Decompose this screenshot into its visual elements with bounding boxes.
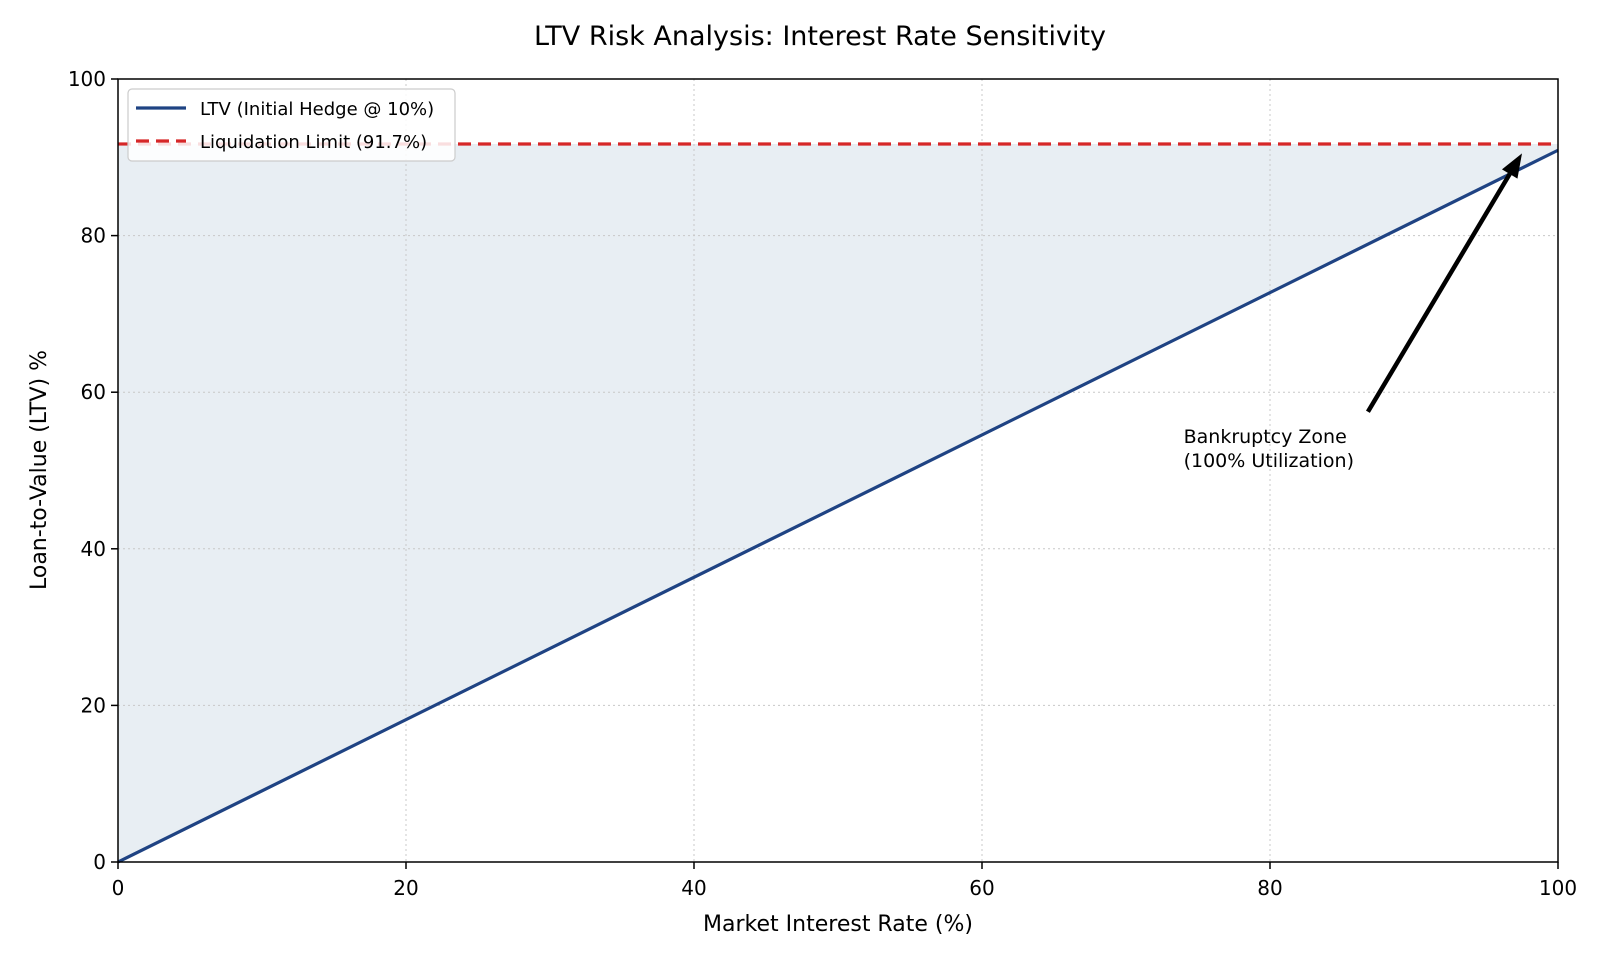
y-tick-label-1: 20 bbox=[81, 693, 106, 717]
chart-title: LTV Risk Analysis: Interest Rate Sensiti… bbox=[534, 21, 1106, 52]
legend-label-0: LTV (Initial Hedge @ 10%) bbox=[200, 99, 434, 120]
x-tick-label-2: 40 bbox=[681, 876, 706, 900]
grid-layer bbox=[118, 79, 1558, 862]
y-axis-label: Loan-to-Value (LTV) % bbox=[27, 350, 52, 590]
series-line-0 bbox=[117, 148, 1559, 864]
y-tick-label-4: 80 bbox=[81, 224, 106, 248]
annotation-layer: Bankruptcy Zone(100% Utilization) bbox=[1184, 153, 1522, 472]
annotation-arrow-head-0 bbox=[1501, 153, 1522, 179]
legend-box bbox=[127, 88, 456, 162]
legend-label-1: Liquidation Limit (91.7%) bbox=[200, 132, 427, 153]
annotation-text-0-0: Bankruptcy Zone bbox=[1184, 426, 1347, 448]
y-tick-label-0: 0 bbox=[93, 850, 106, 874]
x-axis-label: Market Interest Rate (%) bbox=[703, 912, 973, 937]
x-tick-label-5: 100 bbox=[1539, 876, 1577, 900]
annotation-text-0-1: (100% Utilization) bbox=[1184, 450, 1354, 472]
tick-layer: 0 20 40 60 80 100 0 20 40 60 80 100 bbox=[68, 67, 1577, 900]
x-tick-label-4: 80 bbox=[1257, 876, 1282, 900]
y-tick-label-3: 60 bbox=[81, 380, 106, 404]
x-tick-label-1: 20 bbox=[393, 876, 418, 900]
x-tick-label-0: 0 bbox=[112, 876, 125, 900]
plot-frame bbox=[117, 78, 1559, 863]
y-tick-label-5: 100 bbox=[68, 67, 106, 91]
y-tick-label-2: 40 bbox=[81, 537, 106, 561]
annotation-arrow-shaft-0 bbox=[1365, 172, 1512, 413]
x-tick-label-3: 60 bbox=[969, 876, 994, 900]
legend: LTV (Initial Hedge @ 10%) Liquidation Lim… bbox=[127, 88, 456, 162]
